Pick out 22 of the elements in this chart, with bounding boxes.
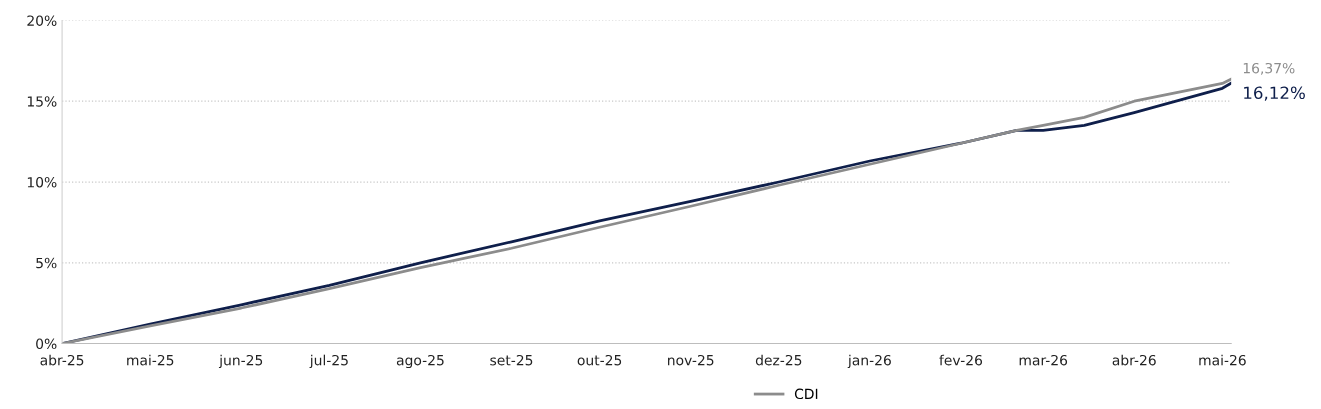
x-tick-label: out-25 bbox=[577, 354, 622, 366]
x-tick-label: abr-26 bbox=[1112, 354, 1156, 366]
x-tick-label: jan-26 bbox=[847, 354, 891, 369]
x-tick-label: mar-26 bbox=[1019, 354, 1068, 366]
y-tick-label: 0% bbox=[36, 338, 57, 350]
y-tick-label: 5% bbox=[36, 257, 57, 269]
x-tick-label: mai-26 bbox=[1199, 354, 1246, 366]
x-tick-label: mai-25 bbox=[127, 354, 174, 366]
x-tick-label: jul-25 bbox=[309, 354, 348, 369]
annotation: 16,37% bbox=[1243, 62, 1295, 75]
y-tick-label: 15% bbox=[27, 96, 57, 107]
x-tick-label: abr-25 bbox=[40, 354, 84, 366]
y-tick-label: 20% bbox=[27, 15, 57, 26]
legend-label: CDI bbox=[794, 388, 818, 400]
x-tick-label: jun-25 bbox=[218, 354, 263, 369]
x-tick-label: set-25 bbox=[490, 354, 533, 366]
x-tick-label: dez-25 bbox=[755, 354, 802, 366]
x-tick-label: fev-26 bbox=[939, 354, 983, 366]
y-tick-label: 10% bbox=[27, 176, 57, 188]
x-tick-label: nov-25 bbox=[668, 354, 714, 366]
annotation: 16,12% bbox=[1244, 86, 1305, 101]
x-tick-label: ago-25 bbox=[396, 354, 444, 369]
